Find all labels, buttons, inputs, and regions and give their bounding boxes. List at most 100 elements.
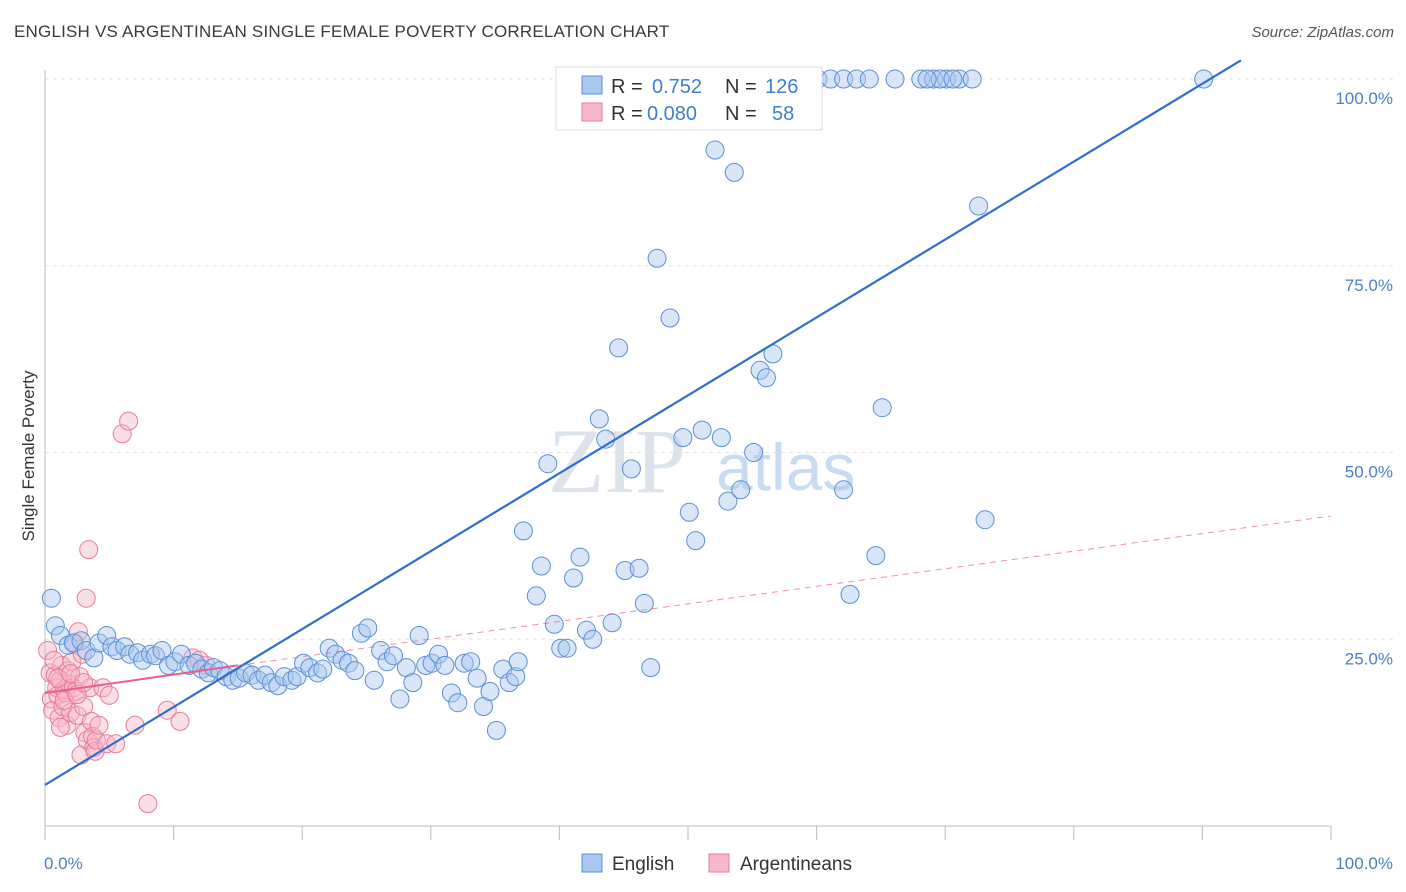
english-point [859,69,879,89]
english-point [924,69,944,89]
english-point [872,398,892,418]
y-tick-label: 100.0% [1335,89,1393,108]
y-tick-label: 50.0% [1345,463,1393,482]
x-ticks [44,826,1332,840]
english-point [358,618,378,638]
english-point [441,683,461,703]
english-point [84,648,104,668]
english-point [834,69,854,89]
english-point [364,670,384,690]
argentinean-point [89,715,109,735]
english-point [165,652,185,672]
english-point [89,633,109,653]
legend-r-value-1: 0.752 [652,76,702,98]
watermark-zip: ZIP [548,410,686,512]
english-point [544,614,564,634]
english-point [531,556,551,576]
english-point [371,641,391,660]
argentinean-point [38,641,58,660]
legend-n-value-1: 126 [765,76,798,98]
english-point [609,338,629,358]
english-point [660,308,680,328]
legend-box: R = 0.752 N = 126 R = 0.080 N = 58 [555,66,823,131]
argentinean-point [99,685,119,705]
english-points [41,69,1214,740]
english-point [962,69,982,89]
bottom-legend-english: English [612,854,674,875]
english-point [949,69,969,89]
argentinean-point [170,711,190,731]
english-point [711,428,731,448]
argentinean-point [119,411,139,431]
argentinean-point [61,664,81,684]
y-axis-title: Single Female Poverty [19,370,38,542]
argentinean-trend-line [44,664,239,695]
english-point [583,629,603,649]
english-point [526,586,546,606]
source-label: Source: ZipAtlas.com [1251,24,1394,41]
english-point [731,480,751,500]
trend-lines [44,59,1332,786]
english-point [840,584,860,604]
english-point [480,682,500,701]
argentinean-point [76,588,96,608]
english-point [255,665,275,685]
english-point [679,502,699,522]
english-point [486,720,506,740]
english-point [171,644,191,664]
argentinean-point [44,650,64,670]
y-tick-label: 75.0% [1345,276,1393,295]
watermark-atlas: atlas [716,430,855,504]
english-point [345,661,365,681]
english-point [229,668,249,688]
argentinean-point [112,424,132,444]
argentinean-trend-line-extended [237,515,1332,666]
grid-layer [45,78,1393,640]
english-point [506,667,526,687]
argentinean-point [50,717,70,737]
english-point [750,360,770,380]
english-point [866,546,886,566]
english-trend-line [44,59,1242,786]
english-point [461,652,481,672]
english-point [917,69,937,89]
x-tick-label-max: 100.0% [1335,854,1393,873]
english-point [692,420,712,440]
english-point [551,638,571,658]
axis-layer [44,70,1331,827]
english-point [634,593,654,613]
english-point [448,693,468,713]
english-point [557,638,577,658]
english-point [308,663,328,683]
english-point [454,653,474,673]
argentinean-point [79,540,99,560]
english-point [647,248,667,268]
legend-r-label-2: R = [611,103,643,125]
english-point [615,561,635,580]
english-point [351,623,371,643]
english-point [744,443,764,462]
english-point [673,428,693,448]
argentinean-point [74,697,94,716]
english-point [403,673,423,693]
english-point [120,644,140,664]
english-point [602,613,622,633]
english-point [718,491,738,511]
y-tick-labels: 100.0% 75.0% 50.0% 25.0% [1335,89,1393,668]
english-point [641,658,661,678]
chart-title: ENGLISH VS ARGENTINEAN SINGLE FEMALE POV… [14,22,670,41]
english-point [538,454,558,474]
english-point [756,368,776,388]
legend-n-label-2: N = [725,103,757,125]
english-point [508,652,528,672]
legend-swatch-english [581,75,603,95]
legend-r-value-2: 0.080 [647,103,697,125]
argentinean-point [48,668,68,688]
english-point [97,626,117,645]
x-tick-label-min: 0.0% [44,854,83,873]
english-point [467,668,487,688]
english-point [45,616,65,636]
argentinean-points [38,411,216,814]
english-point [339,653,358,673]
